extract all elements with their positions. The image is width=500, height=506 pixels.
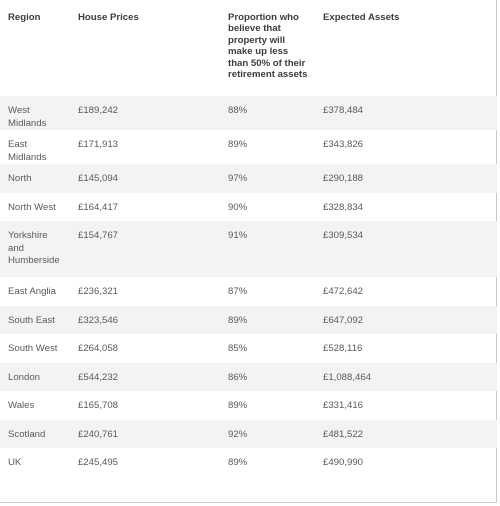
cell-house-price: £165,708 xyxy=(78,400,119,411)
cell-house-price: £145,094 xyxy=(70,164,220,193)
table-row: Wales £165,708 89% £331,416 xyxy=(0,391,497,420)
cell-house-price: £236,321 xyxy=(78,286,119,297)
cell-house-price: £171,913 xyxy=(78,139,119,150)
table-row: West Midlands £189,242 88% £378,484 xyxy=(0,96,497,130)
header-proportion: Proportion who believe that property wil… xyxy=(228,12,308,81)
header-expected-assets: Expected Assets xyxy=(323,12,400,23)
cell-expected-assets: £647,092 xyxy=(315,305,497,334)
cell-region: South East xyxy=(0,305,70,334)
cell-proportion: 91% xyxy=(220,221,315,277)
table-row: East Midlands £171,913 89% £343,826 xyxy=(0,130,497,164)
cell-region: Scotland xyxy=(0,419,70,448)
table-row: South East £323,546 89% £647,092 xyxy=(0,305,497,334)
cell-region: London xyxy=(0,362,70,391)
cell-house-price: £240,761 xyxy=(70,419,220,448)
table-row: London £544,232 86% £1,088,464 xyxy=(0,362,497,391)
table-row: Scotland £240,761 92% £481,522 xyxy=(0,419,497,448)
cell-region: North xyxy=(0,164,70,193)
header-house-prices: House Prices xyxy=(78,12,139,23)
cell-proportion: 89% xyxy=(228,139,248,150)
cell-house-price: £154,767 xyxy=(70,221,220,277)
cell-proportion: 85% xyxy=(228,343,248,354)
cell-proportion: 88% xyxy=(220,96,315,130)
cell-expected-assets: £490,990 xyxy=(323,457,364,468)
cell-proportion: 87% xyxy=(228,286,248,297)
table-row: South West £264,058 85% £528,116 xyxy=(0,334,497,363)
cell-proportion: 86% xyxy=(220,362,315,391)
header-region: Region xyxy=(8,12,41,23)
cell-region: Wales xyxy=(8,400,35,411)
cell-house-price: £164,417 xyxy=(78,201,119,213)
cell-region: West Midlands xyxy=(0,96,70,130)
cell-region: East Anglia xyxy=(8,286,57,297)
cell-house-price: £264,058 xyxy=(78,343,119,354)
cell-house-price: £323,546 xyxy=(70,305,220,334)
table-row: North £145,094 97% £290,188 xyxy=(0,164,497,193)
cell-expected-assets: £528,116 xyxy=(323,343,363,354)
cell-region: North West xyxy=(8,201,56,213)
table-row: East Anglia £236,321 87% £472,642 xyxy=(0,277,497,306)
table-row: Yorkshire and Humberside £154,767 91% £3… xyxy=(0,221,497,277)
cell-proportion: 92% xyxy=(220,419,315,448)
cell-expected-assets: £481,522 xyxy=(315,419,497,448)
cell-house-price: £189,242 xyxy=(70,96,220,130)
cell-expected-assets: £328,834 xyxy=(323,201,364,213)
cell-proportion: 89% xyxy=(228,400,248,411)
table-header-row: Region House Prices Proportion who belie… xyxy=(0,0,497,96)
cell-region: Yorkshire and Humberside xyxy=(0,221,70,277)
cell-region: UK xyxy=(8,457,22,468)
cell-expected-assets: £1,088,464 xyxy=(315,362,497,391)
cell-expected-assets: £343,826 xyxy=(323,139,364,150)
cell-expected-assets: £378,484 xyxy=(315,96,497,130)
cell-house-price: £544,232 xyxy=(70,362,220,391)
cell-proportion: 90% xyxy=(228,201,248,213)
cell-expected-assets: £309,534 xyxy=(315,221,497,277)
cell-house-price: £245,495 xyxy=(78,457,119,468)
cell-expected-assets: £290,188 xyxy=(315,164,497,193)
cell-proportion: 89% xyxy=(220,305,315,334)
cell-proportion: 89% xyxy=(228,457,248,468)
cell-region: South West xyxy=(8,343,58,354)
table-row: North West £164,417 90% £328,834 xyxy=(0,193,497,222)
cell-region: East Midlands xyxy=(8,139,47,163)
cell-expected-assets: £331,416 xyxy=(323,400,364,411)
table-row: UK £245,495 89% £490,990 xyxy=(0,448,497,477)
regional-property-table: Region House Prices Proportion who belie… xyxy=(0,0,497,477)
cell-expected-assets: £472,642 xyxy=(323,286,364,297)
cell-proportion: 97% xyxy=(220,164,315,193)
